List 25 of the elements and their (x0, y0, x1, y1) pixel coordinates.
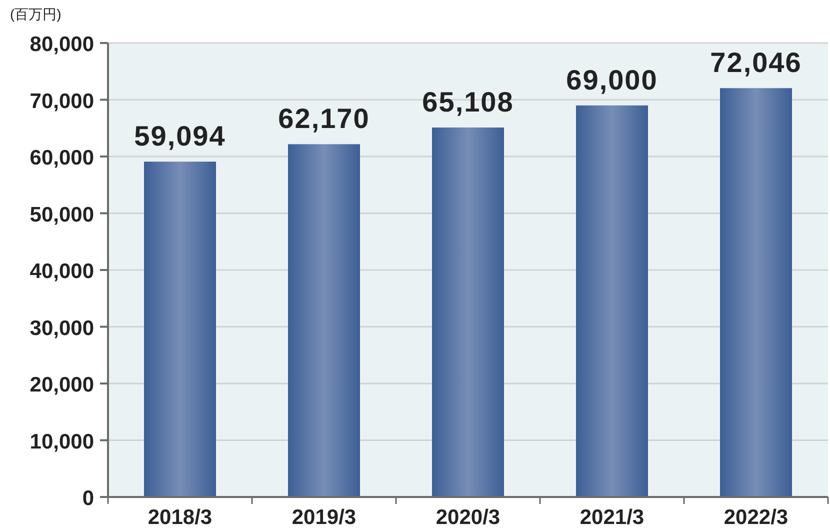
data-label: 62,170 (278, 103, 370, 134)
bar (144, 162, 216, 497)
data-label: 65,108 (422, 86, 514, 118)
y-tick-label: 70,000 (30, 90, 94, 113)
x-tick-label: 2022/3 (724, 506, 788, 529)
y-tick-label: 0 (82, 487, 94, 510)
y-tick-label: 50,000 (30, 203, 94, 226)
bar (576, 105, 648, 497)
y-tick-label: 60,000 (30, 146, 94, 170)
bar (288, 144, 360, 497)
x-tick-label: 2019/3 (292, 506, 356, 529)
data-label: 59,094 (134, 120, 226, 152)
y-tick-label: 80,000 (30, 33, 94, 56)
x-tick-label: 2020/3 (436, 506, 500, 529)
y-axis-title: (百万円) (10, 6, 62, 22)
y-tick-label: 20,000 (30, 374, 94, 396)
x-tick-label: 2021/3 (580, 506, 644, 529)
y-tick-label: 40,000 (30, 260, 94, 283)
data-label: 72,046 (710, 47, 802, 78)
bar (432, 128, 504, 497)
x-tick-label: 2018/3 (148, 506, 212, 529)
y-tick-label: 10,000 (30, 430, 94, 454)
bar (720, 88, 792, 497)
y-tick-label: 30,000 (30, 316, 94, 340)
data-label: 69,000 (566, 64, 658, 96)
